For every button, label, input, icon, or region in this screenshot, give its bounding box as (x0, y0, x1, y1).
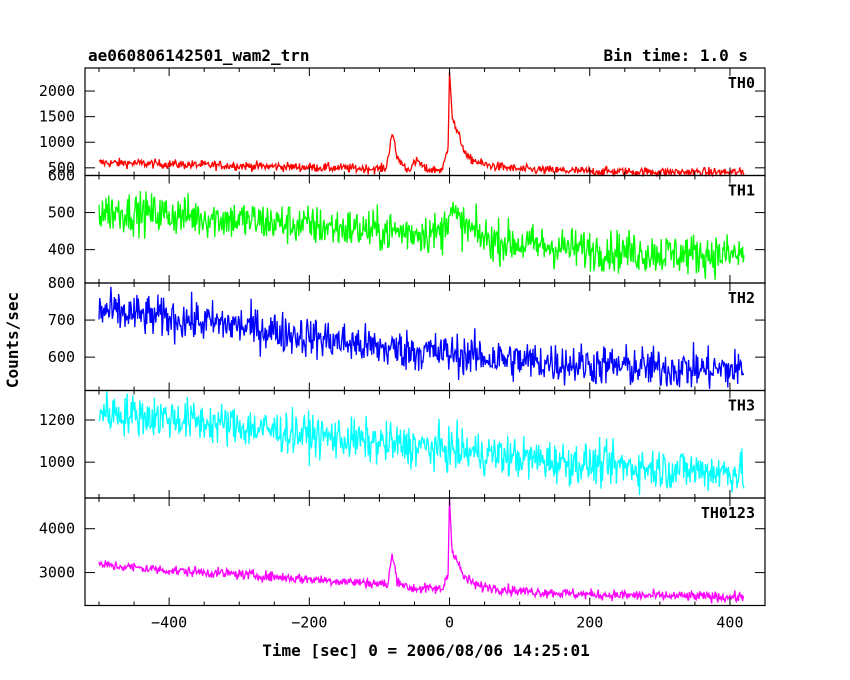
panel-label-th0123: TH0123 (701, 504, 755, 522)
y-tick-label: 4000 (39, 520, 75, 538)
panel-label-th0: TH0 (728, 74, 755, 92)
y-tick-label: 400 (48, 241, 75, 259)
y-tick-label: 800 (48, 274, 75, 292)
x-axis-label: Time [sec] 0 = 2006/08/06 14:25:01 (262, 641, 590, 660)
panel-frame-th0 (84, 67, 766, 177)
y-tick-label: 3000 (39, 564, 75, 582)
y-tick-label: 1200 (39, 411, 75, 429)
y-tick-label: 2000 (39, 82, 75, 100)
y-tick-label: 1000 (39, 453, 75, 471)
bin-time-label: Bin time: 1.0 s (604, 46, 749, 65)
panels-group: TH0500100015002000TH1400500600TH26007008… (39, 67, 766, 632)
series-line-th2 (98, 286, 745, 389)
series-line-th0 (98, 71, 745, 178)
y-tick-label: 700 (48, 311, 75, 329)
panel-frame-th2 (84, 282, 766, 392)
y-tick-label: 1500 (39, 108, 75, 126)
x-tick-label: −400 (151, 614, 187, 632)
y-tick-label: 600 (48, 348, 75, 366)
panel-frame-th0123 (84, 497, 766, 607)
x-tick-label: −200 (291, 614, 327, 632)
y-tick-label: 600 (48, 167, 75, 185)
y-tick-label: 500 (48, 159, 75, 177)
panel-label-th2: TH2 (728, 289, 755, 307)
y-axis-label: Counts/sec (3, 292, 22, 388)
panel-label-th3: TH3 (728, 397, 755, 415)
x-tick-label: 200 (576, 614, 603, 632)
series-line-th3 (98, 391, 745, 496)
y-tick-label: 1000 (39, 133, 75, 151)
series-line-th1 (98, 190, 745, 280)
x-tick-label: 400 (716, 614, 743, 632)
y-tick-label: 500 (48, 204, 75, 222)
chart-title: ae060806142501_wam2_trn (88, 46, 310, 65)
panel-label-th1: TH1 (728, 182, 755, 200)
x-tick-label: 0 (445, 614, 454, 632)
series-line-th0123 (98, 497, 745, 604)
